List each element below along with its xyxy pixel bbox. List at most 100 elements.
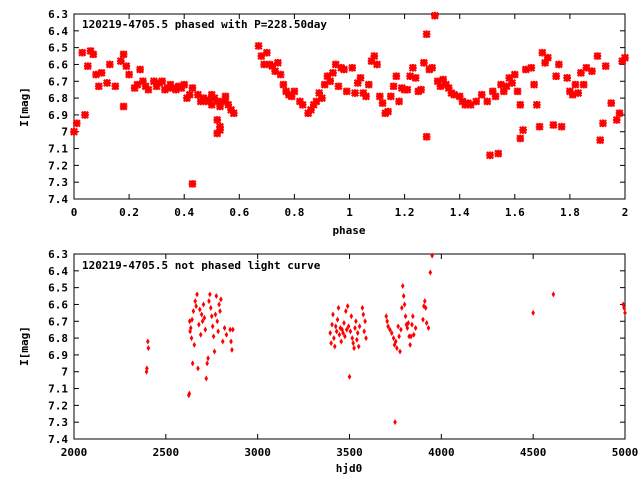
phased-data-point bbox=[290, 87, 299, 96]
phased-data-point bbox=[111, 82, 120, 91]
phased-data-point bbox=[188, 179, 197, 188]
unphased-data-point bbox=[191, 308, 196, 315]
phased-data-point bbox=[502, 82, 511, 91]
phased-data-point bbox=[315, 89, 324, 98]
unphased-data-point bbox=[213, 311, 218, 318]
unphased-data-point bbox=[411, 331, 416, 338]
unphased-data-point bbox=[334, 328, 339, 335]
phased-x-tick-label: 0.2 bbox=[119, 206, 139, 219]
unphased-data-point bbox=[190, 360, 195, 367]
phased-data-point bbox=[596, 136, 605, 145]
phased-y-ticks: 6.3 6.4 6.5 6.6 6.7 6.8 6.9 7 7.1 7.2 7.3 7.4 bbox=[48, 8, 625, 206]
phased-data-point bbox=[568, 90, 577, 99]
phased-data-point bbox=[92, 70, 101, 79]
phased-data-point bbox=[373, 60, 382, 69]
unphased-data-point bbox=[398, 348, 402, 355]
unphased-data-point bbox=[348, 328, 353, 335]
unphased-data-point bbox=[212, 348, 217, 355]
phased-data-point bbox=[422, 30, 431, 39]
phased-data-point bbox=[268, 62, 277, 71]
phased-data-point bbox=[334, 82, 343, 91]
unphased-data-point bbox=[197, 321, 201, 328]
unphased-data-point bbox=[344, 308, 348, 315]
unphased-data-point bbox=[211, 333, 216, 340]
phased-data-point bbox=[78, 48, 87, 57]
phased-data-point bbox=[513, 87, 522, 96]
unphased-data-point bbox=[360, 304, 365, 311]
unphased-x-tick-label: 3500 bbox=[336, 446, 363, 459]
unphased-data-point bbox=[356, 343, 361, 350]
unphased-x-tick-label: 4000 bbox=[428, 446, 455, 459]
phased-data-point bbox=[276, 70, 285, 79]
unphased-data-point bbox=[402, 301, 407, 308]
unphased-data-point bbox=[399, 326, 403, 333]
phased-x-ticks: 0 0.2 0.4 0.6 0.8 1 1.2 1.4 1.6 1.8 2 bbox=[71, 14, 628, 219]
unphased-data-point bbox=[551, 291, 556, 298]
unphased-data-point bbox=[335, 316, 340, 323]
unphased-data-point bbox=[340, 326, 344, 333]
phased-data-point bbox=[207, 100, 216, 109]
phased-data-point bbox=[612, 115, 621, 124]
phased-y-tick-label: 6.6 bbox=[48, 58, 68, 71]
phased-data-point bbox=[133, 80, 142, 89]
phased-data-point bbox=[353, 78, 362, 87]
unphased-data-point bbox=[357, 323, 362, 330]
unphased-data-point bbox=[385, 318, 389, 325]
phased-data-point bbox=[260, 60, 269, 69]
phased-data-point bbox=[598, 119, 607, 128]
phased-data-point bbox=[342, 87, 351, 96]
unphased-data-point bbox=[332, 335, 336, 342]
unphased-data-point bbox=[353, 325, 357, 331]
phased-data-point bbox=[538, 48, 547, 57]
phased-data-point bbox=[554, 60, 563, 69]
phased-data-point bbox=[180, 80, 189, 89]
unphased-data-point bbox=[384, 313, 389, 320]
phased-data-point bbox=[392, 72, 401, 81]
unphased-data-point bbox=[400, 282, 405, 289]
phased-data-point bbox=[621, 53, 629, 62]
unphased-x-tick-label: 5000 bbox=[612, 446, 639, 459]
phased-x-tick-label: 0.4 bbox=[174, 206, 194, 219]
unphased-data-point bbox=[391, 335, 396, 342]
phased-data-point bbox=[221, 92, 230, 101]
unphased-x-tick-label: 4500 bbox=[520, 446, 547, 459]
phased-data-point bbox=[466, 100, 475, 109]
phased-data-point bbox=[486, 151, 494, 160]
unphased-y-tick-label: 6.6 bbox=[48, 298, 68, 311]
phased-data-point bbox=[229, 109, 238, 118]
phased-y-tick-label: 6.4 bbox=[48, 25, 68, 38]
phased-data-point bbox=[384, 107, 393, 116]
phased-data-point bbox=[326, 77, 335, 86]
phased-data-point bbox=[505, 73, 514, 82]
phased-data-point bbox=[298, 100, 307, 109]
unphased-data-point bbox=[329, 340, 333, 347]
phased-data-point bbox=[510, 70, 519, 79]
unphased-data-point bbox=[220, 338, 225, 345]
phased-data-point bbox=[340, 65, 348, 74]
phased-data-point bbox=[516, 134, 525, 143]
phased-data-point bbox=[312, 97, 321, 106]
unphased-data-points bbox=[144, 252, 627, 426]
unphased-data-point bbox=[193, 298, 198, 305]
unphased-data-point bbox=[351, 340, 355, 347]
phased-data-point bbox=[97, 68, 106, 77]
unphased-data-point bbox=[623, 309, 627, 316]
phased-data-point bbox=[144, 85, 153, 94]
unphased-data-point bbox=[622, 304, 626, 311]
phased-data-point bbox=[119, 50, 128, 59]
phased-data-point bbox=[549, 121, 558, 129]
unphased-data-point bbox=[346, 323, 351, 330]
phased-data-point bbox=[221, 97, 230, 106]
phased-data-point bbox=[323, 72, 332, 81]
unphased-data-point bbox=[393, 338, 398, 345]
phased-data-point bbox=[428, 63, 437, 72]
unphased-data-point bbox=[423, 298, 427, 305]
phased-data-point bbox=[579, 80, 588, 89]
phased-data-point bbox=[364, 80, 373, 89]
phased-data-point bbox=[89, 50, 98, 59]
unphased-x-axis-title: hjd0 bbox=[336, 462, 363, 475]
phased-data-point bbox=[331, 60, 340, 69]
unphased-data-point bbox=[406, 319, 411, 326]
unphased-data-point bbox=[333, 343, 337, 350]
unphased-data-point bbox=[328, 330, 333, 337]
